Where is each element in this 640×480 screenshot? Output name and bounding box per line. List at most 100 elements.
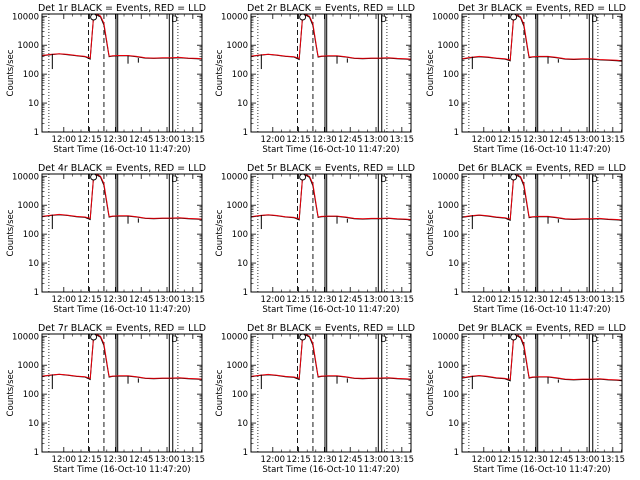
x-tick-label: 12:30 xyxy=(103,295,128,305)
y-tick-label: 1000 xyxy=(437,361,459,371)
y-tick-label: 1000 xyxy=(226,41,248,51)
plot-frame xyxy=(250,333,412,453)
plot-frame xyxy=(461,333,623,453)
x-tick-label: 12:15 xyxy=(286,455,311,465)
plot-frame xyxy=(461,13,623,133)
y-tick-label: 10000 xyxy=(12,332,39,342)
x-tick-label: 13:00 xyxy=(364,135,389,145)
y-tick-label: 10 xyxy=(448,419,459,429)
y-tick-label: 10000 xyxy=(432,12,459,22)
x-axis-label: Start Time (16-Oct-10 11:47:20) xyxy=(53,465,190,475)
y-tick-label: 1 xyxy=(34,128,39,138)
peak-marker-circle xyxy=(90,173,98,181)
lld-series-line xyxy=(42,334,202,380)
y-tick-label: 10 xyxy=(448,259,459,269)
segment-marker-label: D xyxy=(380,335,387,345)
y-tick-label: 1 xyxy=(454,128,459,138)
peak-marker-circle xyxy=(299,13,307,21)
x-tick-label: 12:45 xyxy=(338,455,363,465)
x-axis-label: Start Time (16-Oct-10 11:47:20) xyxy=(262,305,399,315)
x-tick-label: 13:15 xyxy=(390,135,415,145)
x-tick-label: 12:15 xyxy=(497,135,522,145)
x-tick-label: 12:15 xyxy=(77,455,102,465)
x-axis-label: Start Time (16-Oct-10 11:47:20) xyxy=(262,465,399,475)
y-tick-label: 100 xyxy=(232,230,248,240)
lld-series-line xyxy=(251,174,411,220)
x-tick-label: 12:00 xyxy=(472,295,497,305)
y-tick-label: 100 xyxy=(23,390,39,400)
x-tick-label: 13:15 xyxy=(181,455,206,465)
peak-marker-circle xyxy=(510,13,518,21)
y-tick-label: 1 xyxy=(243,288,248,298)
x-tick-label: 12:45 xyxy=(129,135,154,145)
y-tick-label: 10 xyxy=(237,259,248,269)
y-tick-label: 100 xyxy=(23,70,39,80)
x-axis-label: Start Time (16-Oct-10 11:47:20) xyxy=(473,465,610,475)
x-tick-label: 12:15 xyxy=(497,455,522,465)
x-tick-label: 12:15 xyxy=(77,295,102,305)
segment-marker-label: D xyxy=(591,175,598,185)
x-tick-label: 13:00 xyxy=(575,455,600,465)
lld-series-line xyxy=(462,174,622,221)
y-tick-label: 10 xyxy=(448,99,459,109)
segment-marker-label: D xyxy=(171,175,178,185)
x-tick-label: 12:00 xyxy=(52,455,77,465)
segment-marker-label: D xyxy=(171,15,178,25)
y-axis-label: Counts/sec xyxy=(6,49,16,96)
lld-series-line xyxy=(251,14,411,60)
plot-frame xyxy=(250,173,412,293)
x-tick-label: 12:45 xyxy=(129,455,154,465)
x-tick-label: 12:00 xyxy=(472,135,497,145)
lld-series-line xyxy=(42,14,202,60)
x-tick-label: 13:15 xyxy=(601,295,626,305)
x-tick-label: 12:30 xyxy=(523,295,548,305)
y-tick-label: 10 xyxy=(28,419,39,429)
y-tick-label: 10000 xyxy=(221,332,248,342)
lld-series-line xyxy=(462,14,622,62)
y-tick-label: 1 xyxy=(243,448,248,458)
y-axis-label: Counts/sec xyxy=(426,49,436,96)
y-tick-label: 100 xyxy=(23,230,39,240)
y-tick-label: 100 xyxy=(232,70,248,80)
x-tick-label: 12:45 xyxy=(129,295,154,305)
x-tick-label: 12:30 xyxy=(523,455,548,465)
x-tick-label: 13:15 xyxy=(601,135,626,145)
peak-marker-circle xyxy=(90,13,98,21)
y-tick-label: 1000 xyxy=(226,201,248,211)
x-tick-label: 12:30 xyxy=(103,455,128,465)
y-tick-label: 1000 xyxy=(437,201,459,211)
x-tick-label: 12:00 xyxy=(261,455,286,465)
x-tick-label: 13:15 xyxy=(181,295,206,305)
x-tick-label: 12:45 xyxy=(549,135,574,145)
y-tick-label: 1000 xyxy=(17,201,39,211)
y-tick-label: 10000 xyxy=(12,12,39,22)
x-axis-label: Start Time (16-Oct-10 11:47:20) xyxy=(53,305,190,315)
y-tick-label: 1000 xyxy=(17,41,39,51)
y-tick-label: 10000 xyxy=(432,332,459,342)
peak-marker-circle xyxy=(510,333,518,341)
y-tick-label: 10000 xyxy=(221,12,248,22)
x-tick-label: 12:45 xyxy=(338,135,363,145)
panel-title: Det 8r BLACK = Events, RED = LLD xyxy=(247,323,415,334)
y-axis-label: Counts/sec xyxy=(215,209,225,256)
events-series-line xyxy=(251,14,411,61)
plot-frame xyxy=(250,13,412,133)
panel-title: Det 6r BLACK = Events, RED = LLD xyxy=(458,163,626,174)
events-series-line xyxy=(42,334,202,381)
y-tick-label: 10 xyxy=(28,259,39,269)
panel-title: Det 2r BLACK = Events, RED = LLD xyxy=(247,3,415,14)
segment-marker-label: D xyxy=(380,15,387,25)
x-tick-label: 12:30 xyxy=(103,135,128,145)
y-tick-label: 10 xyxy=(237,99,248,109)
x-tick-label: 12:15 xyxy=(497,295,522,305)
segment-marker-label: D xyxy=(591,15,598,25)
plot-frame xyxy=(461,173,623,293)
y-tick-label: 1 xyxy=(454,288,459,298)
x-tick-label: 12:00 xyxy=(261,135,286,145)
